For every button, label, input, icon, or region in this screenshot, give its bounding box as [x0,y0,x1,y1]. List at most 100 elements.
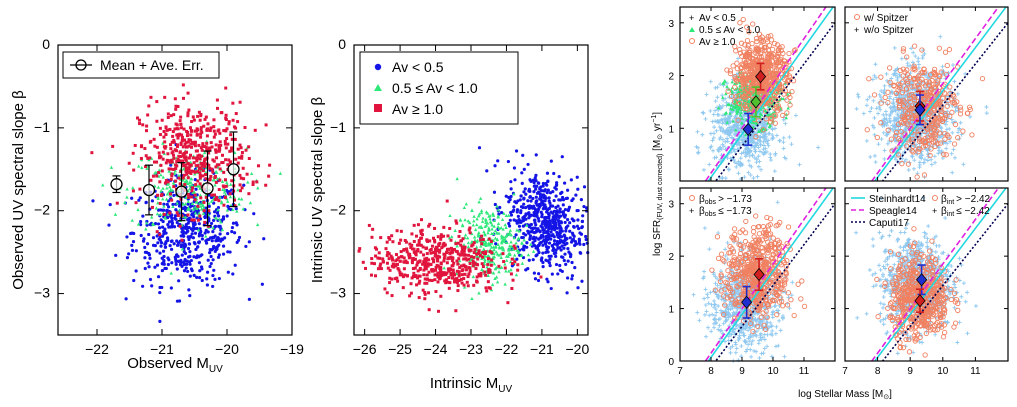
data-point [419,267,422,270]
data-point [198,276,201,279]
data-point [456,263,459,266]
data-point [131,249,134,252]
data-point [727,167,731,171]
data-point [182,145,185,148]
data-point [496,280,499,283]
data-point [176,145,179,148]
data-point [226,205,229,208]
data-point [874,160,878,164]
data-point [452,262,455,265]
data-point [214,198,217,201]
data-point [158,151,161,154]
data-point [176,211,179,214]
data-point [553,242,556,245]
data-point [380,267,383,270]
data-point [165,197,168,200]
data-point [467,275,470,278]
data-point [522,247,525,250]
data-point [156,264,159,267]
data-point [559,192,562,195]
legend-label: Av ≥ 1.0 [699,37,736,48]
data-point [556,272,559,275]
data-point [418,282,421,285]
data-point [456,289,459,292]
data-point [555,263,558,266]
data-point [237,202,240,205]
data-point [984,105,988,109]
data-point [176,300,179,303]
data-point [406,250,409,253]
data-point [358,250,361,253]
data-point [451,277,454,280]
data-point [163,263,166,266]
data-point [168,212,171,215]
data-point [183,174,186,177]
data-point [390,234,393,237]
data-point [510,272,513,275]
data-point [193,274,196,277]
data-point [187,247,190,250]
data-point [527,253,530,256]
data-point [235,112,238,115]
data-point [189,126,192,129]
data-point [212,258,215,261]
data-point [161,119,164,122]
data-point [156,146,159,149]
data-point [448,281,451,284]
data-point [410,292,413,295]
data-point [214,133,217,136]
y-tick-label: 2 [668,72,674,83]
data-point [515,228,518,231]
data-point [170,216,173,219]
data-point [485,169,488,172]
data-point [160,286,163,289]
data-point [199,119,202,122]
data-point [174,260,177,263]
data-point [865,139,869,143]
data-point [214,148,217,151]
data-point [170,199,173,202]
data-point [562,210,565,213]
data-point [747,159,751,163]
data-point [405,241,408,244]
data-point [247,192,250,195]
data-point [414,252,417,255]
data-point [472,256,475,259]
data-point [164,242,167,245]
data-point [379,236,382,239]
data-point [387,267,390,270]
data-point [167,226,170,229]
data-point [211,274,214,277]
data-point [388,281,391,284]
data-point [185,141,188,144]
data-point [139,196,142,199]
data-point [166,239,169,242]
data-point [174,97,177,100]
x-tick-label: −24 [424,341,448,357]
data-point [174,180,177,183]
data-point [155,120,158,123]
mean-marker [111,179,122,190]
data-point [168,220,171,223]
data-point [145,201,148,204]
data-point [257,164,260,167]
data-point [206,129,209,132]
x-axis-title: Intrinsic MUV [430,375,513,395]
data-point [434,248,437,251]
data-point [442,226,445,229]
data-point [149,140,152,143]
data-point [479,197,482,200]
data-point [572,197,575,200]
data-point [701,110,705,114]
data-point [427,291,430,294]
data-point [211,230,214,233]
data-point [195,150,198,153]
data-point [371,228,374,231]
data-point [107,223,110,226]
data-point [141,285,144,288]
data-point [540,259,543,262]
data-point [761,147,765,151]
data-point [723,79,726,82]
data-point [484,286,487,289]
data-point [751,176,755,180]
